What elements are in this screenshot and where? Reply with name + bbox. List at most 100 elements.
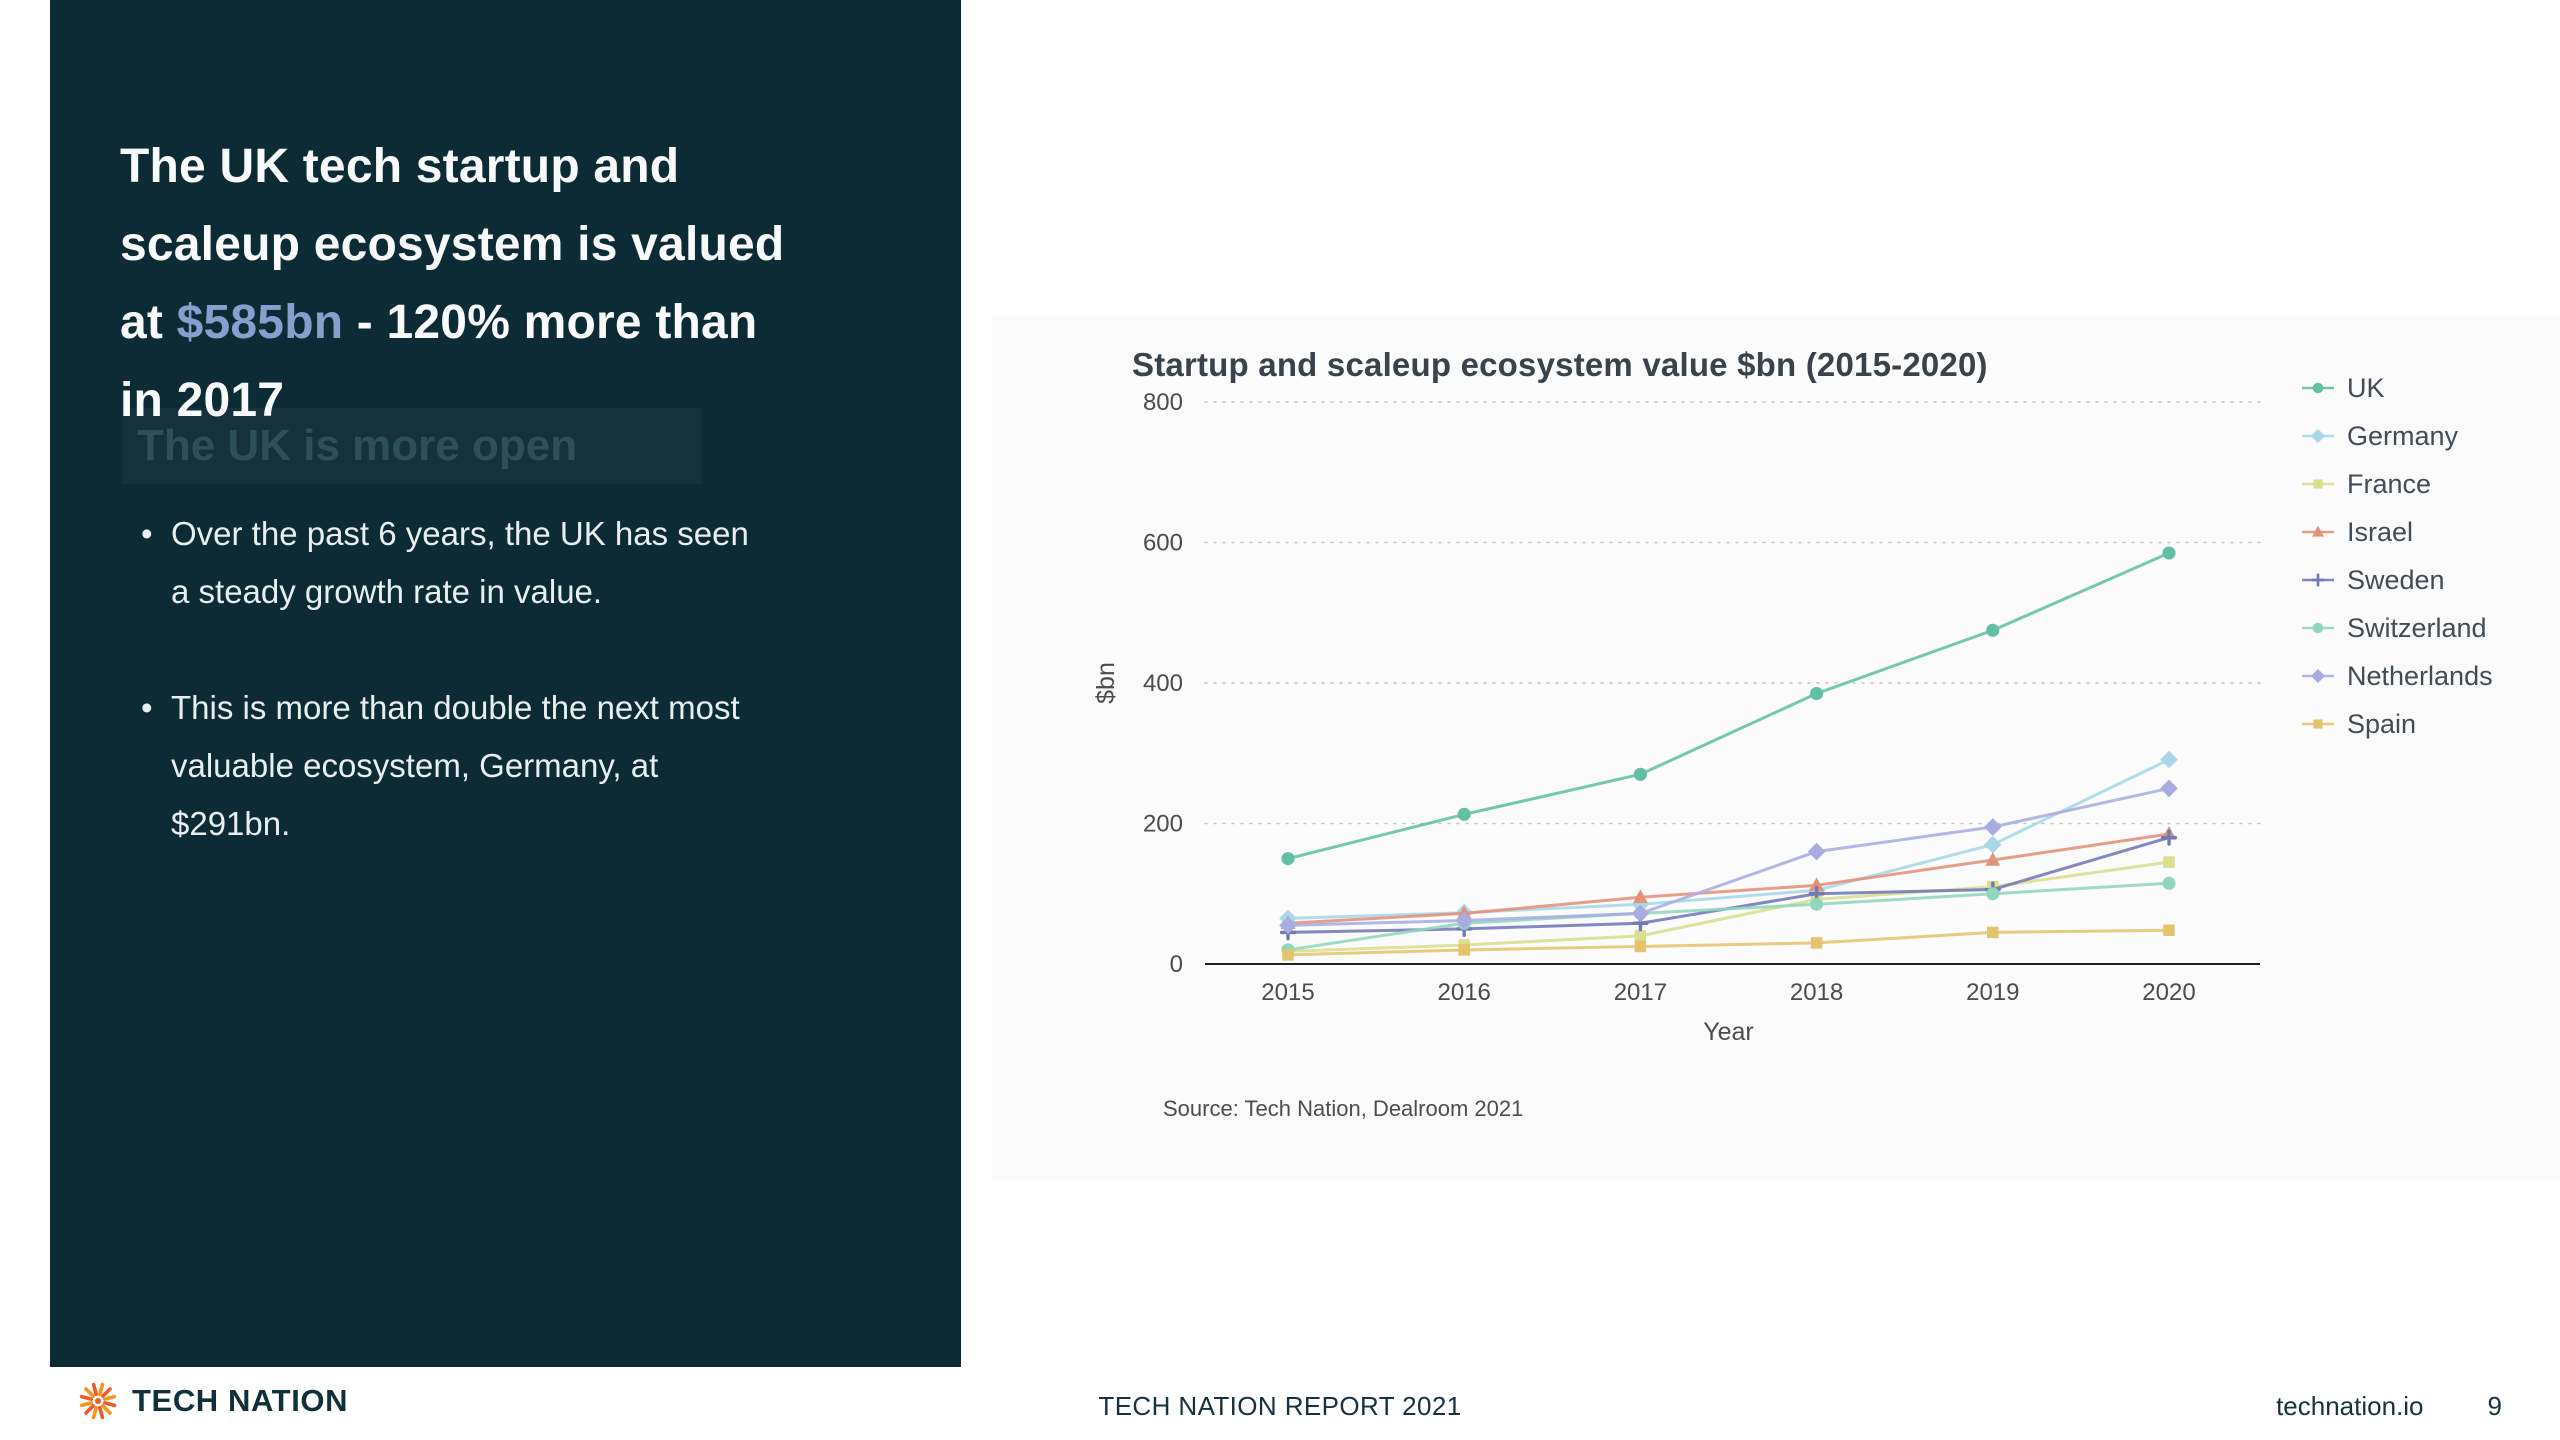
legend-label: France <box>2347 468 2432 499</box>
legend-item-germany: Germany <box>2299 420 2493 452</box>
logo-ray <box>98 1382 105 1397</box>
marker-circle <box>1457 807 1471 821</box>
logo-ray <box>102 1394 117 1401</box>
marker-square <box>2313 479 2323 489</box>
x-tick-label: 2020 <box>2142 979 2195 1006</box>
x-tick-label: 2019 <box>1966 979 2019 1006</box>
headline-line-3: at $585bn - 120% more than <box>120 284 920 362</box>
footer-right: technation.io 9 <box>2276 1391 2502 1422</box>
logo-center-dot <box>95 1398 101 1404</box>
series-line-israel <box>1287 832 2170 925</box>
marker-triangle <box>1809 877 1824 892</box>
headline-value: $585bn <box>176 296 344 349</box>
marker-square <box>1282 949 1294 961</box>
legend-item-israel: Israel <box>2299 516 2493 548</box>
marker-square <box>2163 924 2175 937</box>
headline-line-3-before: at <box>120 296 177 349</box>
y-tick-label: 800 <box>1143 389 1183 416</box>
x-tick-label: 2015 <box>1261 979 1314 1006</box>
legend-square-icon <box>2302 479 2334 489</box>
y-tick-label: 0 <box>1170 951 1183 978</box>
marker-circle <box>1986 887 2000 901</box>
x-axis-title: Year <box>1703 1018 1754 1046</box>
legend-label: Spain <box>2347 708 2417 739</box>
marker-circle <box>1810 686 1824 701</box>
logo-ray <box>79 1401 94 1408</box>
ecosystem-value-line-chart: 0 200 400 600 800 2015 2016 2017 2018 2019 2020 Yea… <box>1092 389 2261 1046</box>
marker-square <box>1634 930 1647 942</box>
legend-label: Switzerland <box>2347 612 2487 643</box>
y-axis-title: $bn <box>1092 662 1120 704</box>
left-panel: The UK is more open The UK tech startup … <box>50 0 961 1367</box>
legend-label: Sweden <box>2347 564 2445 595</box>
headline-line-4: in 2017 <box>120 374 285 427</box>
bullet-item-1: Over the past 6 years, the UK has seen a… <box>141 505 761 621</box>
legend-diamond-icon <box>2302 668 2334 684</box>
logo-ray <box>98 1405 105 1420</box>
marker-diamond <box>1631 904 1650 923</box>
y-tick-label: 200 <box>1143 811 1183 838</box>
footer-report-title: TECH NATION REPORT 2021 <box>1098 1391 1462 1421</box>
logo-ray <box>84 1404 95 1415</box>
x-tick-label: 2018 <box>1790 979 1843 1006</box>
legend-item-sweden: Sweden <box>2299 564 2493 596</box>
marker-triangle <box>2312 525 2324 537</box>
chart-title: Startup and scaleup ecosystem value $bn … <box>1132 346 1988 383</box>
legend-triangle-icon <box>2302 525 2334 537</box>
logo-ray <box>101 1404 112 1415</box>
legend-item-switzerland: Switzerland <box>2299 612 2493 644</box>
marker-square <box>1810 937 1823 949</box>
logo-ray <box>102 1401 117 1408</box>
series-line-france <box>1287 860 2170 953</box>
marker-circle <box>1810 897 1824 911</box>
headline-line-2: scaleup ecosystem is valued <box>120 218 785 271</box>
y-tick-label: 600 <box>1143 530 1183 557</box>
marker-square <box>1634 940 1647 953</box>
marker-triangle <box>1633 889 1648 904</box>
y-tick-label: 400 <box>1143 670 1183 697</box>
series-line-switzerland <box>1287 881 2170 952</box>
marker-triangle <box>1985 852 2001 866</box>
legend-label: UK <box>2347 372 2385 403</box>
logo-ray <box>91 1405 98 1420</box>
marker-circle <box>2312 382 2324 394</box>
footer: TECH NATION TECH NATION REPORT 2021 tech… <box>0 1367 2560 1440</box>
legend-square-icon <box>2302 719 2334 729</box>
series-line-netherlands <box>1287 786 2170 927</box>
series-line-uk <box>1287 551 2170 861</box>
marker-square <box>1987 926 1999 939</box>
marker-diamond <box>2310 428 2326 444</box>
marker-diamond <box>1807 842 1826 861</box>
legend-item-netherlands: Netherlands <box>2299 660 2493 692</box>
marker-circle <box>2162 876 2176 890</box>
legend-item-spain: Spain <box>2299 708 2493 740</box>
logo-ray <box>91 1382 98 1397</box>
legend-circle-icon <box>2302 622 2334 634</box>
marker-circle <box>1986 623 2000 637</box>
chart-panel: Startup and scaleup ecosystem value $bn … <box>992 316 2560 1180</box>
marker-circle <box>1281 852 1295 866</box>
tech-nation-logo-icon <box>79 1382 117 1420</box>
marker-diamond <box>2310 668 2326 684</box>
legend-label: Israel <box>2347 516 2414 547</box>
legend-item-france: France <box>2299 468 2493 500</box>
footer-page-number: 9 <box>2487 1391 2502 1421</box>
marker-circle <box>1633 767 1647 781</box>
bullet-item-2: This is more than double the next most v… <box>141 679 761 853</box>
bullet-list: Over the past 6 years, the UK has seen a… <box>141 505 781 911</box>
legend-label: Germany <box>2347 420 2459 451</box>
logo-ray <box>79 1394 94 1401</box>
marker-circle <box>2162 546 2176 560</box>
headline-line-1: The UK tech startup and <box>120 140 680 193</box>
legend-circle-icon <box>2302 382 2334 394</box>
footer-site-link: technation.io <box>2276 1391 2424 1421</box>
ghost-text: The UK is more open <box>123 408 701 484</box>
marker-diamond <box>1983 818 2002 836</box>
legend-cross-icon <box>2302 573 2334 587</box>
marker-diamond <box>1983 835 2002 854</box>
marker-circle <box>2312 622 2324 634</box>
series-line-germany <box>1287 758 2170 920</box>
logo-ray <box>101 1387 112 1398</box>
x-tick-label: 2017 <box>1614 979 1667 1006</box>
